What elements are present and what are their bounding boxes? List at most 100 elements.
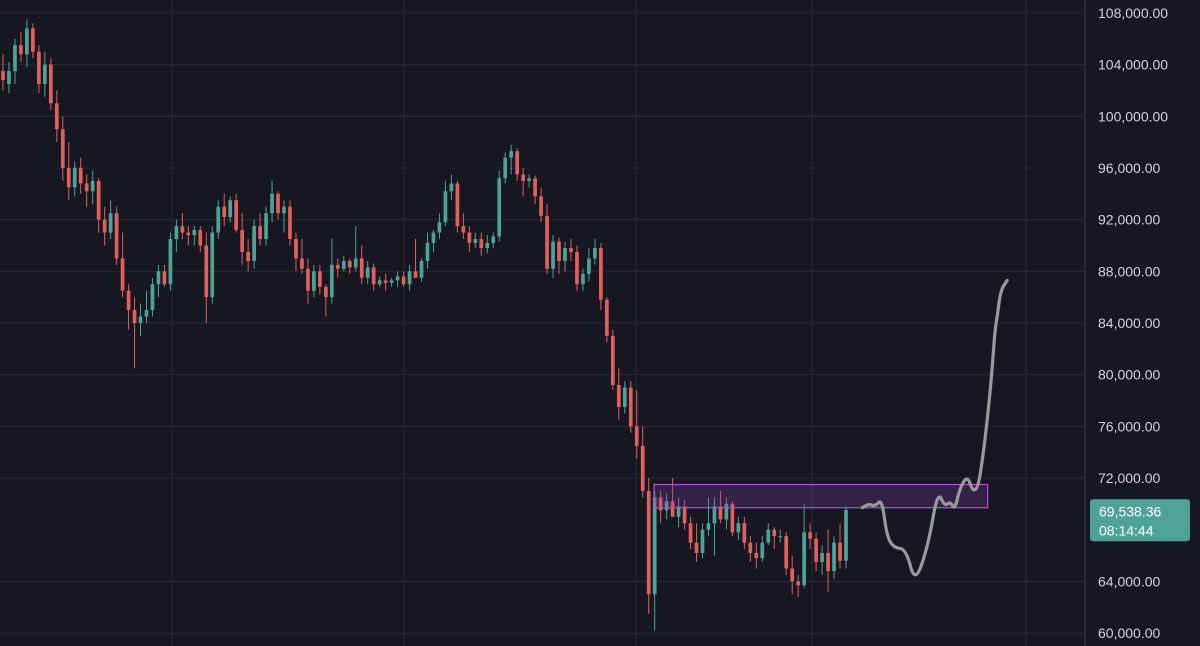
candle-body [37,51,41,84]
candle [610,329,615,391]
candle-body [114,213,119,259]
price-tick-label: 84,000.00 [1098,315,1160,331]
price-tick-label: 104,000.00 [1098,57,1168,73]
candle [515,148,520,181]
candle-body [162,271,167,285]
candle [90,170,95,205]
candle [694,523,699,563]
candle-body [407,271,412,285]
candle-body [700,529,705,553]
candle [431,229,436,252]
candle-body [413,271,418,278]
candle [156,264,161,298]
candle [54,90,59,143]
candle-body [443,191,448,223]
candle-body [760,542,765,559]
resistance-zone [653,483,989,509]
candle-body [216,206,221,233]
candle [341,255,346,272]
candle [144,290,149,323]
candle [640,426,645,498]
candle-body [748,542,753,553]
candlestick-series [1,19,848,631]
candle [760,536,765,563]
candle-body [628,387,633,427]
price-tick-label: 60,000.00 [1098,625,1160,641]
candle-body [353,258,358,268]
candle [228,196,233,223]
candle-body [329,264,334,298]
candle [521,167,526,197]
candle-body [551,241,555,269]
candle [168,232,173,291]
candle-body [365,267,370,278]
candle [240,213,245,265]
current-price-badge-background [1090,499,1190,542]
candle-body [270,193,274,214]
candle [616,368,621,420]
candle-body [156,271,161,285]
candle [784,532,789,575]
price-tick-label: 88,000.00 [1098,263,1160,279]
candle-body [712,506,717,524]
candle [234,193,239,233]
candle [814,532,818,572]
candle-body [306,268,310,291]
price-tick-label: 64,000.00 [1098,573,1160,589]
candle [736,516,741,541]
candle-body [622,387,627,407]
candle-body [246,251,250,261]
candle [102,206,107,246]
candle [551,235,555,278]
candle [66,142,71,201]
candle-body [449,183,454,192]
candle-body [66,167,71,188]
candle-body [832,542,836,572]
candle-body [102,219,107,233]
candle-body [54,103,59,130]
candle [676,497,681,528]
candle [539,187,543,223]
candle [347,258,352,274]
candle [48,58,53,110]
candle [569,239,573,261]
candle-body [778,536,783,538]
candle-body [688,523,693,543]
candle [646,478,651,614]
candle-body [539,196,543,216]
candle-body [670,501,675,517]
candle-body [72,167,77,188]
candle [96,178,101,233]
candle [443,180,448,227]
candle [120,232,125,298]
candle-body [790,568,795,582]
candle-body [610,335,615,386]
candle-body [359,258,364,278]
candle [593,239,597,265]
candle-body [557,241,561,261]
candle-body [766,529,771,543]
candle [790,555,795,595]
candle [264,206,268,246]
candle-body [90,180,95,192]
candle [306,258,310,304]
candle-body [808,532,812,539]
candle [844,506,848,569]
candle-body [772,529,777,537]
candle [604,297,609,343]
candle [288,200,292,246]
candle [395,271,400,287]
candle [276,191,280,220]
candle-body [282,206,286,214]
candle-body [826,552,830,572]
candle-body [383,280,388,283]
candle [778,529,783,543]
candle-body [96,180,101,220]
price-axis[interactable]: 108,000.00 104,000.00 100,000.00 96,000.00 9… [1098,5,1168,641]
candle [497,170,502,242]
candle [353,226,358,272]
resistance-zone-box [653,483,989,509]
price-tick-label: 76,000.00 [1098,418,1160,434]
candle-body [736,523,741,533]
